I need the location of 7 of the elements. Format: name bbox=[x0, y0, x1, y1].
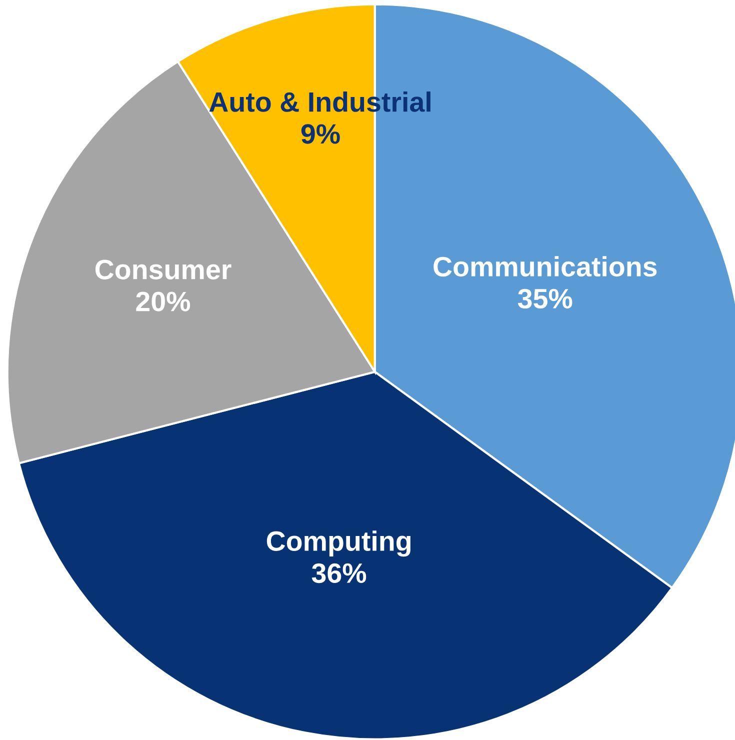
data-label: 9% bbox=[301, 124, 340, 144]
data-label: 36% bbox=[312, 563, 366, 584]
slice-label: Computing bbox=[266, 530, 410, 557]
slice-label: Communications bbox=[434, 256, 657, 277]
data-label: 20% bbox=[136, 292, 190, 312]
data-label: 35% bbox=[518, 288, 572, 309]
slice-label: Consumer bbox=[95, 260, 232, 280]
